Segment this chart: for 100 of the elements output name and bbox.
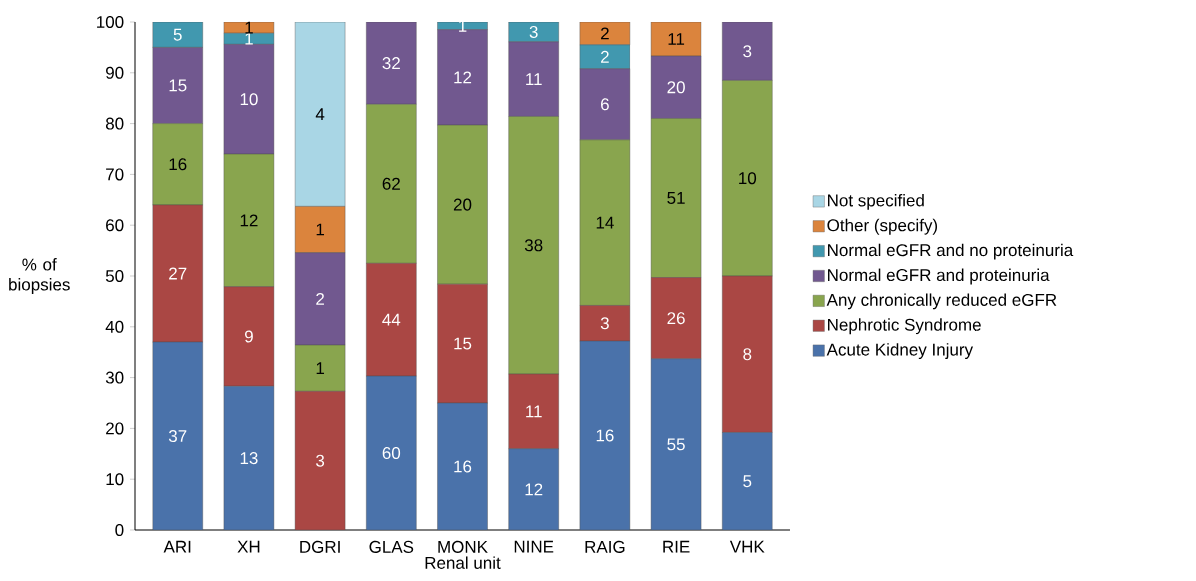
bar [152, 204, 203, 343]
annotation: 20 [453, 198, 472, 211]
legend-label: Nephrotic Syndrome [828, 318, 981, 335]
annotation: 26 [667, 312, 685, 325]
bar [579, 68, 631, 141]
legend-label: Any chronically reduced eGFR [826, 293, 1057, 310]
annotation: 2 [601, 27, 609, 40]
legend-label: Normal eGFR and no proteinuria [828, 243, 1074, 260]
annotation: 3 [316, 454, 325, 467]
annotation: 10 [240, 93, 258, 106]
bar [650, 277, 702, 359]
legend-label: Normal eGFR and proteinuria [828, 268, 1050, 285]
y-tick-label: 50 [105, 269, 124, 283]
annotation: 60 [382, 447, 401, 460]
annotation: 11 [526, 73, 542, 85]
annotation: 20 [667, 81, 685, 94]
x-tick-label: RIE [663, 540, 690, 553]
bar [294, 206, 346, 253]
annotation: 32 [382, 57, 400, 70]
bar [152, 341, 203, 530]
y-tick-label: 30 [105, 371, 124, 384]
annotation: 5 [743, 475, 752, 488]
annotation: 38 [524, 239, 543, 252]
bar [722, 22, 773, 81]
x-tick-label: RAIG [585, 540, 625, 553]
bar [294, 391, 346, 530]
y-tick-label: 20 [106, 422, 124, 435]
x-tick-label: VHK [729, 540, 765, 553]
y-tick-label: 10 [106, 473, 124, 486]
annotation: 62 [382, 177, 400, 190]
bar [722, 432, 773, 530]
bar [650, 358, 702, 530]
x-tick-label: NINE [514, 540, 554, 553]
x-tick-label: ARI [163, 540, 191, 553]
bar [650, 55, 702, 119]
bar [508, 448, 559, 530]
x-tick-label: XH [237, 540, 260, 553]
x-axis-title: Renal unit [425, 556, 501, 569]
x-tick-label: DGRI [300, 540, 340, 553]
annotation: 2 [316, 292, 324, 305]
annotation: 15 [169, 79, 187, 92]
annotation: 12 [525, 483, 543, 496]
x-tick-label: GLAS [369, 540, 414, 553]
bar [223, 386, 275, 530]
bar [366, 375, 417, 530]
annotation: 1 [245, 21, 253, 34]
bar [437, 402, 488, 530]
y-tick-label: 60 [106, 219, 124, 232]
annotation: 2 [601, 50, 609, 63]
annotation: 55 [667, 438, 685, 451]
legend-label: Acute Kidney Injury [826, 343, 974, 360]
bar [294, 252, 346, 346]
bar [366, 22, 417, 105]
annotation: 5 [173, 28, 182, 41]
bar [508, 373, 559, 449]
annotation: 11 [526, 405, 542, 418]
bar [437, 283, 488, 404]
bar [508, 41, 559, 117]
annotation: 12 [240, 214, 258, 227]
annotation: 15 [454, 337, 472, 350]
annotation: 1 [316, 362, 325, 375]
annotation: 4 [315, 108, 325, 121]
annotation: 37 [168, 430, 187, 443]
annotation: 14 [596, 216, 614, 229]
legend-label: Not specified [828, 193, 924, 210]
annotation: 44 [382, 313, 401, 326]
bar [152, 22, 203, 48]
annotation: 3 [600, 317, 609, 330]
annotation: 16 [169, 158, 187, 171]
bar [366, 263, 417, 377]
legend-label: Other (specify) [827, 218, 938, 235]
bar [152, 47, 203, 124]
y-tick-label: 70 [106, 168, 124, 181]
annotation: 13 [240, 452, 258, 465]
annotation: 16 [454, 460, 472, 473]
annotation: 3 [529, 25, 538, 38]
annotation: 10 [739, 172, 757, 185]
annotation: 11 [668, 33, 685, 45]
bar [223, 286, 275, 387]
annotation: 3 [743, 45, 752, 58]
bar [579, 340, 631, 530]
bar [579, 305, 631, 342]
annotation: 12 [454, 71, 472, 84]
annotation: 6 [601, 98, 609, 111]
annotation: 9 [244, 330, 253, 343]
y-tick-label: 80 [105, 117, 124, 130]
y-axis-title: % of biopsies [9, 258, 70, 294]
annotation: 16 [596, 429, 614, 442]
bar [722, 275, 773, 433]
y-tick-label: 100 [97, 15, 124, 29]
annotation: 1 [245, 32, 253, 45]
annotation: 51 [667, 192, 685, 204]
y-tick-label: 0 [115, 523, 124, 537]
y-tick-label: 40 [105, 320, 124, 333]
annotation: 27 [169, 267, 187, 280]
y-tick-label: 90 [106, 66, 124, 79]
bar [223, 44, 275, 155]
annotation: 8 [743, 348, 752, 361]
x-tick-label: MONK [438, 540, 488, 553]
annotation: 1 [316, 223, 325, 236]
